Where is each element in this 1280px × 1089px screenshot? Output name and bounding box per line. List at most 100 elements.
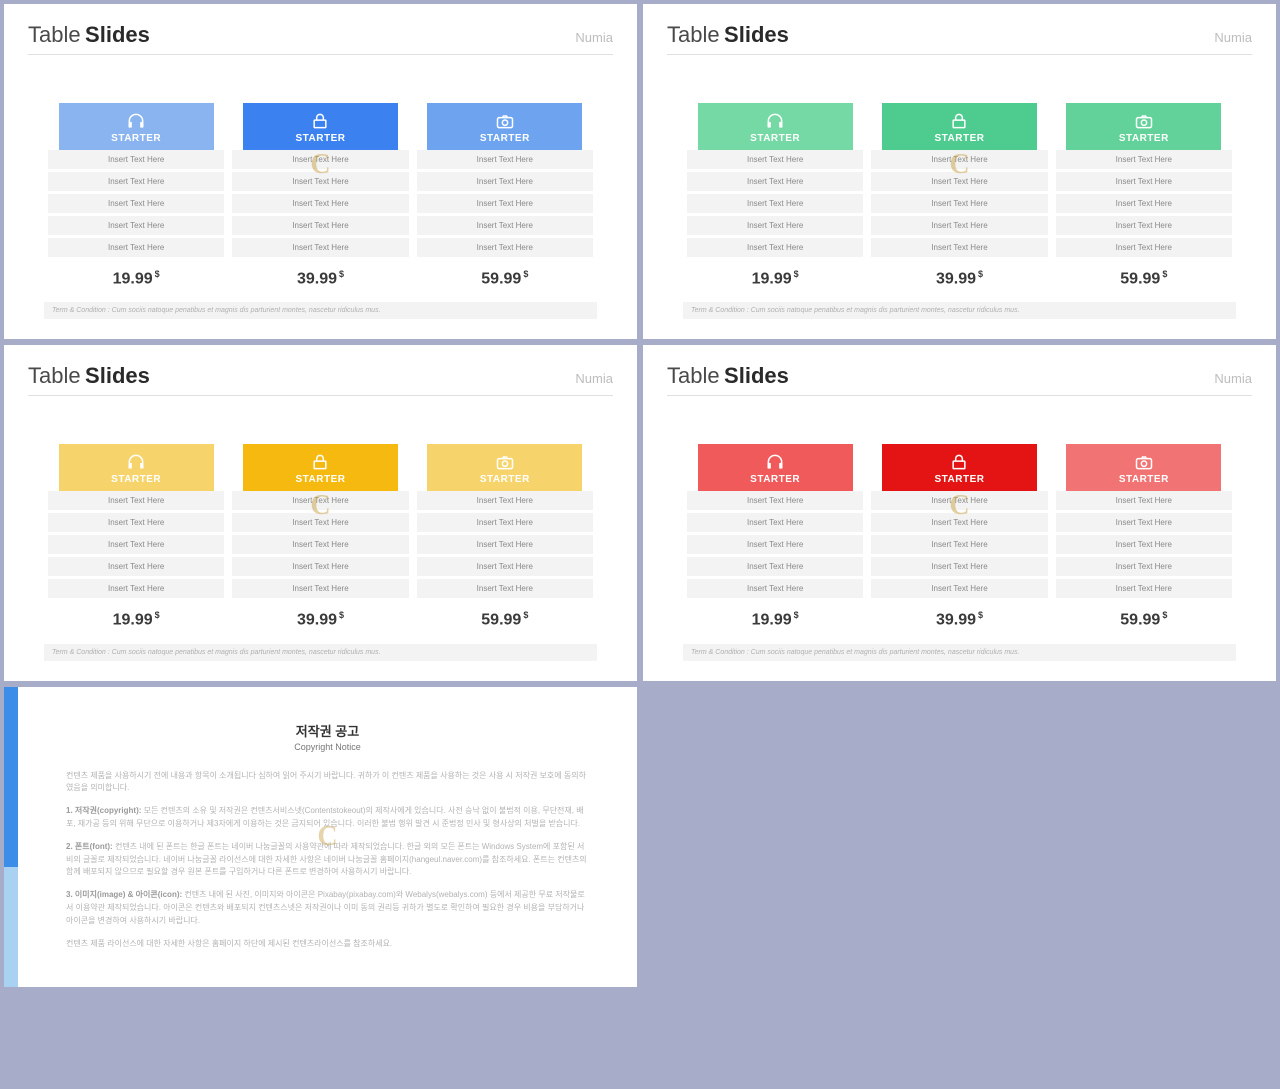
feature-row: Insert Text Here <box>1056 535 1232 554</box>
title-bold: Slides <box>85 22 150 47</box>
title-light: Table <box>28 22 81 47</box>
feature-row: Insert Text Here <box>48 491 224 510</box>
pricing-column: STARTERInsert Text HereInsert Text HereI… <box>228 444 412 629</box>
copyright-para-1: 컨텐츠 제품을 사용하시기 전에 내용과 항목이 소개됩니다 심하여 읽어 주시… <box>66 770 589 796</box>
feature-row: Insert Text Here <box>1056 513 1232 532</box>
plan-label: STARTER <box>59 474 214 485</box>
feature-rows: Insert Text HereInsert Text HereInsert T… <box>48 150 224 257</box>
price: 39.99$ <box>232 610 408 629</box>
title-bold: Slides <box>85 363 150 388</box>
feature-row: Insert Text Here <box>232 513 408 532</box>
currency-symbol: $ <box>155 610 160 620</box>
feature-row: Insert Text Here <box>687 579 863 598</box>
camera-icon <box>427 111 582 131</box>
currency-symbol: $ <box>523 269 528 279</box>
copyright-sidebar-lower <box>4 867 18 987</box>
slide-title: Table Slides <box>28 22 150 48</box>
feature-row: Insert Text Here <box>48 194 224 213</box>
feature-rows: Insert Text HereInsert Text HereInsert T… <box>1056 150 1232 257</box>
plan-label: STARTER <box>243 133 398 144</box>
feature-row: Insert Text Here <box>687 557 863 576</box>
feature-row: Insert Text Here <box>1056 216 1232 235</box>
plan-label: STARTER <box>698 474 853 485</box>
feature-row: Insert Text Here <box>871 579 1047 598</box>
currency-symbol: $ <box>339 269 344 279</box>
slide-title: Table Slides <box>667 22 789 48</box>
headphones-icon <box>59 111 214 131</box>
feature-row: Insert Text Here <box>1056 194 1232 213</box>
currency-symbol: $ <box>978 610 983 620</box>
feature-row: Insert Text Here <box>232 238 408 257</box>
plan-label: STARTER <box>243 474 398 485</box>
currency-symbol: $ <box>1162 269 1167 279</box>
currency-symbol: $ <box>339 610 344 620</box>
feature-row: Insert Text Here <box>417 535 593 554</box>
lock-icon <box>882 452 1037 472</box>
price-value: 59.99 <box>1120 270 1160 287</box>
price-value: 19.99 <box>113 270 153 287</box>
price-value: 39.99 <box>936 270 976 287</box>
price-value: 19.99 <box>752 270 792 287</box>
plan-label: STARTER <box>1066 133 1221 144</box>
pricing-column: STARTERInsert Text HereInsert Text HereI… <box>44 103 228 288</box>
feature-rows: Insert Text Here Insert Text Here Insert T… <box>232 491 408 598</box>
price: 19.99$ <box>48 269 224 288</box>
copyright-title: 저작권 공고 <box>66 721 589 740</box>
camera-icon <box>427 452 582 472</box>
plan-header: STARTER <box>427 444 582 491</box>
pricing-slide-blue: Table Slides Numia STARTERInsert Text He… <box>4 4 637 339</box>
terms-text: Term & Condition : Cum sociis natoque pe… <box>44 644 597 661</box>
feature-rows: Insert Text HereInsert Text HereInsert T… <box>687 150 863 257</box>
price-value: 39.99 <box>297 612 337 629</box>
feature-row: Insert Text Here <box>48 238 224 257</box>
headphones-icon <box>698 452 853 472</box>
feature-row: Insert Text Here <box>417 172 593 191</box>
price: 19.99$ <box>687 269 863 288</box>
feature-row: Insert Text Here <box>232 172 408 191</box>
plan-header: STARTER <box>243 444 398 491</box>
plan-header: STARTER <box>59 444 214 491</box>
price: 39.99$ <box>871 269 1047 288</box>
feature-row: Insert Text Here <box>232 150 408 169</box>
feature-row: Insert Text Here <box>871 535 1047 554</box>
feature-rows: Insert Text Here Insert Text Here Insert T… <box>1056 491 1232 598</box>
feature-row: Insert Text Here <box>687 535 863 554</box>
feature-row: Insert Text Here <box>232 216 408 235</box>
feature-row: Insert Text Here <box>417 216 593 235</box>
feature-row: Insert Text Here <box>232 579 408 598</box>
title-light: Table <box>667 363 720 388</box>
feature-row: Insert Text Here <box>1056 491 1232 510</box>
feature-rows: Insert Text HereInsert Text HereInsert T… <box>417 491 593 598</box>
pricing-column: STARTERInsert Text HereInsert Text HereI… <box>413 103 597 288</box>
plan-header: STARTER <box>243 103 398 150</box>
feature-rows: Insert Text Here Insert Text Here Insert T… <box>417 150 593 257</box>
pricing-columns: STARTERInsert Text HereInsert Text HereI… <box>667 103 1252 288</box>
feature-row: Insert Text Here <box>687 172 863 191</box>
pricing-column: STARTERInsert Text HereInsert Text HereI… <box>1052 444 1236 629</box>
price: 39.99$ <box>232 269 408 288</box>
plan-label: STARTER <box>427 474 582 485</box>
copyright-body: 저작권 공고 Copyright Notice 컨텐츠 제품을 사용하시기 전에… <box>18 687 637 987</box>
copyright-para-2-text: 모든 컨텐츠의 소유 및 저작권은 컨텐츠서비스넷(Contentstokeou… <box>66 806 584 828</box>
copyright-para-4: 3. 이미지(image) & 아이콘(icon): 컨텐츠 내에 된 사진, … <box>66 889 589 927</box>
copyright-para-4-label: 3. 이미지(image) & 아이콘(icon): <box>66 890 182 899</box>
feature-row: Insert Text Here <box>232 535 408 554</box>
plan-label: STARTER <box>882 474 1037 485</box>
feature-row: Insert Text Here <box>232 194 408 213</box>
feature-row: Insert Text Here <box>871 557 1047 576</box>
price-value: 39.99 <box>936 612 976 629</box>
feature-row: Insert Text Here <box>417 238 593 257</box>
pricing-column: STARTER Insert Text HereInsert Text HereI… <box>413 444 597 629</box>
title-light: Table <box>28 363 81 388</box>
price-value: 19.99 <box>752 612 792 629</box>
feature-row: Insert Text Here <box>871 172 1047 191</box>
copyright-para-3-text: 컨텐츠 내에 된 폰트는 한글 폰트는 네이버 나눔글꼴의 사용약관에 따라 제… <box>66 842 587 877</box>
currency-symbol: $ <box>794 610 799 620</box>
copyright-para-3-label: 2. 폰트(font): <box>66 842 113 851</box>
headphones-icon <box>698 111 853 131</box>
pricing-column: STARTER Insert Text Here Insert Text Here I… <box>683 444 867 629</box>
price: 19.99$ <box>48 610 224 629</box>
plan-label: STARTER <box>59 133 214 144</box>
terms-text: Term & Condition : Cum sociis natoque pe… <box>44 302 597 319</box>
plan-header: STARTER <box>1066 444 1221 491</box>
